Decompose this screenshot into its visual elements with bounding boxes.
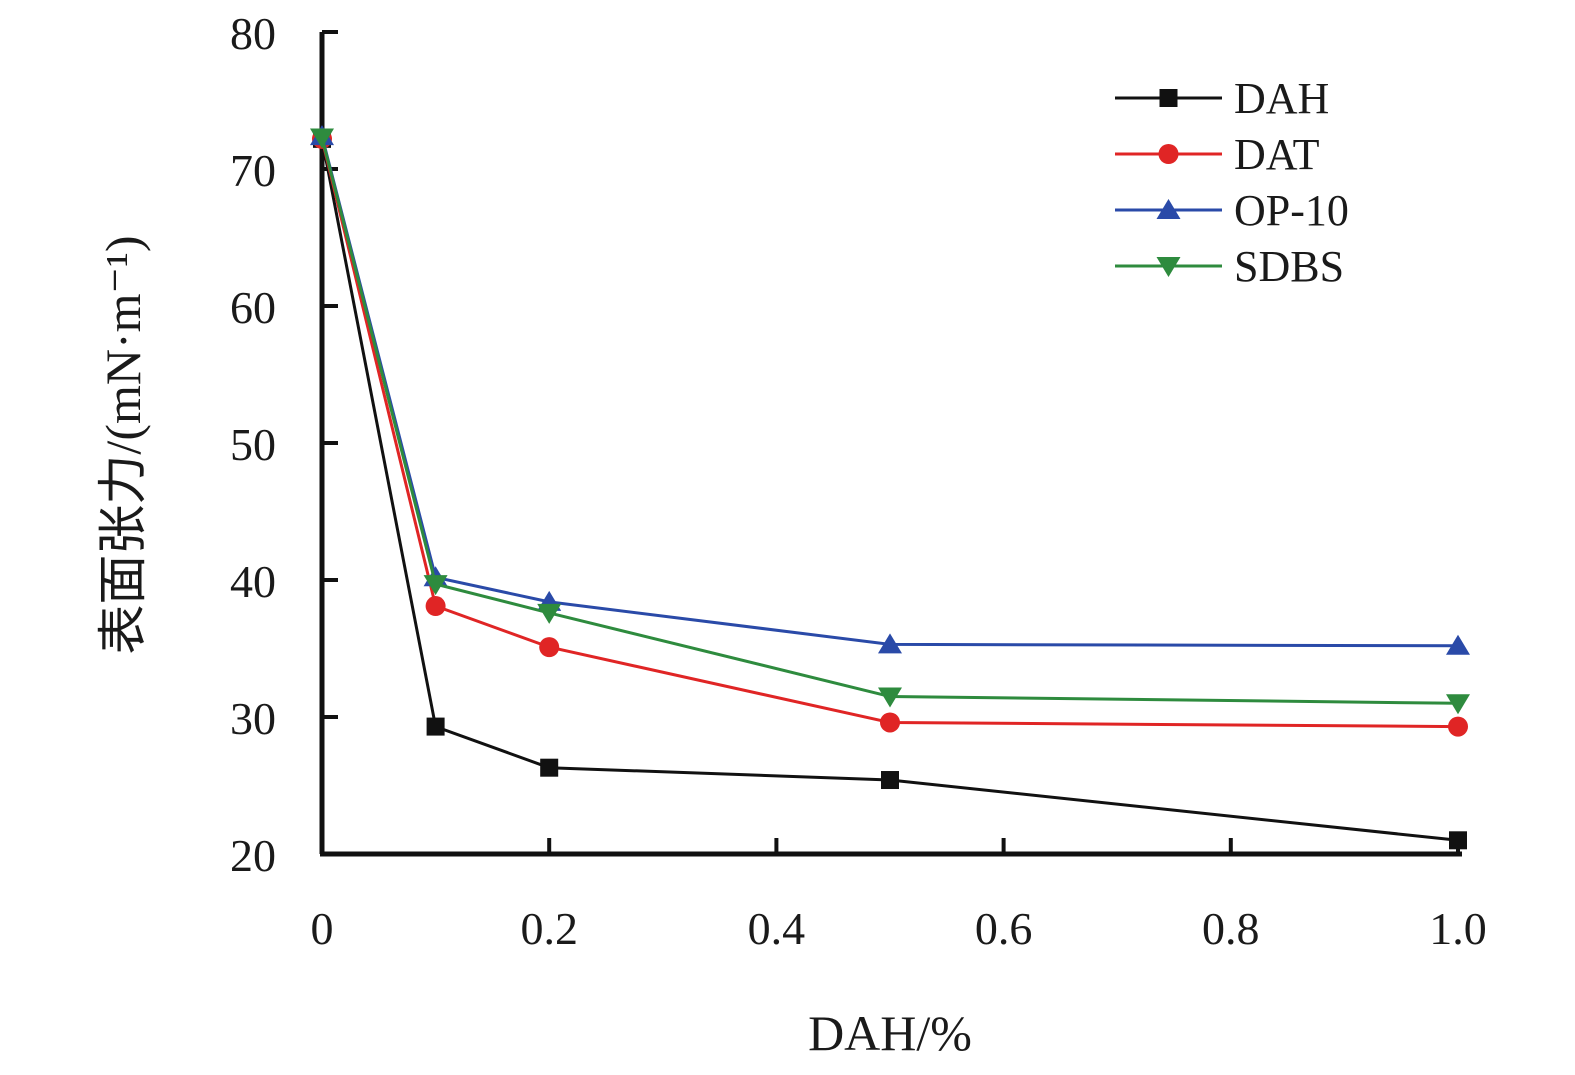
data-point <box>1449 831 1467 850</box>
legend-marker <box>1156 257 1181 277</box>
legend-label: OP-10 <box>1234 186 1349 235</box>
data-point <box>310 128 334 149</box>
y-tick-label: 80 <box>230 8 276 59</box>
legend-marker <box>1158 144 1179 164</box>
data-point <box>539 637 560 658</box>
data-point <box>425 596 446 617</box>
y-tick-label: 30 <box>230 693 276 744</box>
legend-marker <box>1156 199 1181 219</box>
legend-label: DAH <box>1234 74 1329 123</box>
legend-item: SDBS <box>1115 242 1344 291</box>
data-point <box>423 575 448 596</box>
legend-label: SDBS <box>1234 242 1344 291</box>
legend-item: DAT <box>1115 130 1320 179</box>
series-sdbs <box>310 128 1470 715</box>
y-tick-label: 50 <box>230 419 276 470</box>
axes: 20 30 40 50 60 70 80 0 0.2 0.4 0.6 0.8 1.0 <box>230 8 1487 954</box>
y-tick-label: 60 <box>230 282 276 333</box>
data-point <box>881 771 899 790</box>
data-point <box>1448 716 1468 737</box>
legend-label: DAT <box>1234 130 1320 179</box>
y-tick-label: 40 <box>230 556 276 607</box>
series-layer <box>310 125 1470 850</box>
data-point <box>880 712 900 733</box>
legend-item: DAH <box>1115 74 1329 123</box>
x-tick-label: 0 <box>311 903 334 954</box>
data-point <box>537 603 562 624</box>
x-tick-label: 0.8 <box>1202 903 1260 954</box>
legend: DAH DAT OP-10 SDBS <box>1115 74 1349 291</box>
x-axis-title: DAH/% <box>808 1005 972 1061</box>
data-point <box>1446 634 1470 655</box>
data-point <box>540 758 559 777</box>
y-tick-label: 70 <box>230 145 276 196</box>
data-point <box>878 633 902 654</box>
legend-marker <box>1159 89 1178 107</box>
y-tick-label: 20 <box>230 830 276 881</box>
y-axis-title: 表面张力/(mN·m⁻¹) <box>95 235 151 654</box>
legend-item: OP-10 <box>1115 186 1349 235</box>
data-point <box>1446 694 1470 715</box>
x-tick-label: 0.6 <box>975 903 1033 954</box>
x-tick-label: 1.0 <box>1429 903 1487 954</box>
x-tick-label: 0.2 <box>520 903 578 954</box>
data-point <box>878 687 902 708</box>
data-point <box>426 717 445 736</box>
x-tick-label: 0.4 <box>748 903 806 954</box>
series-dah <box>313 129 1467 850</box>
